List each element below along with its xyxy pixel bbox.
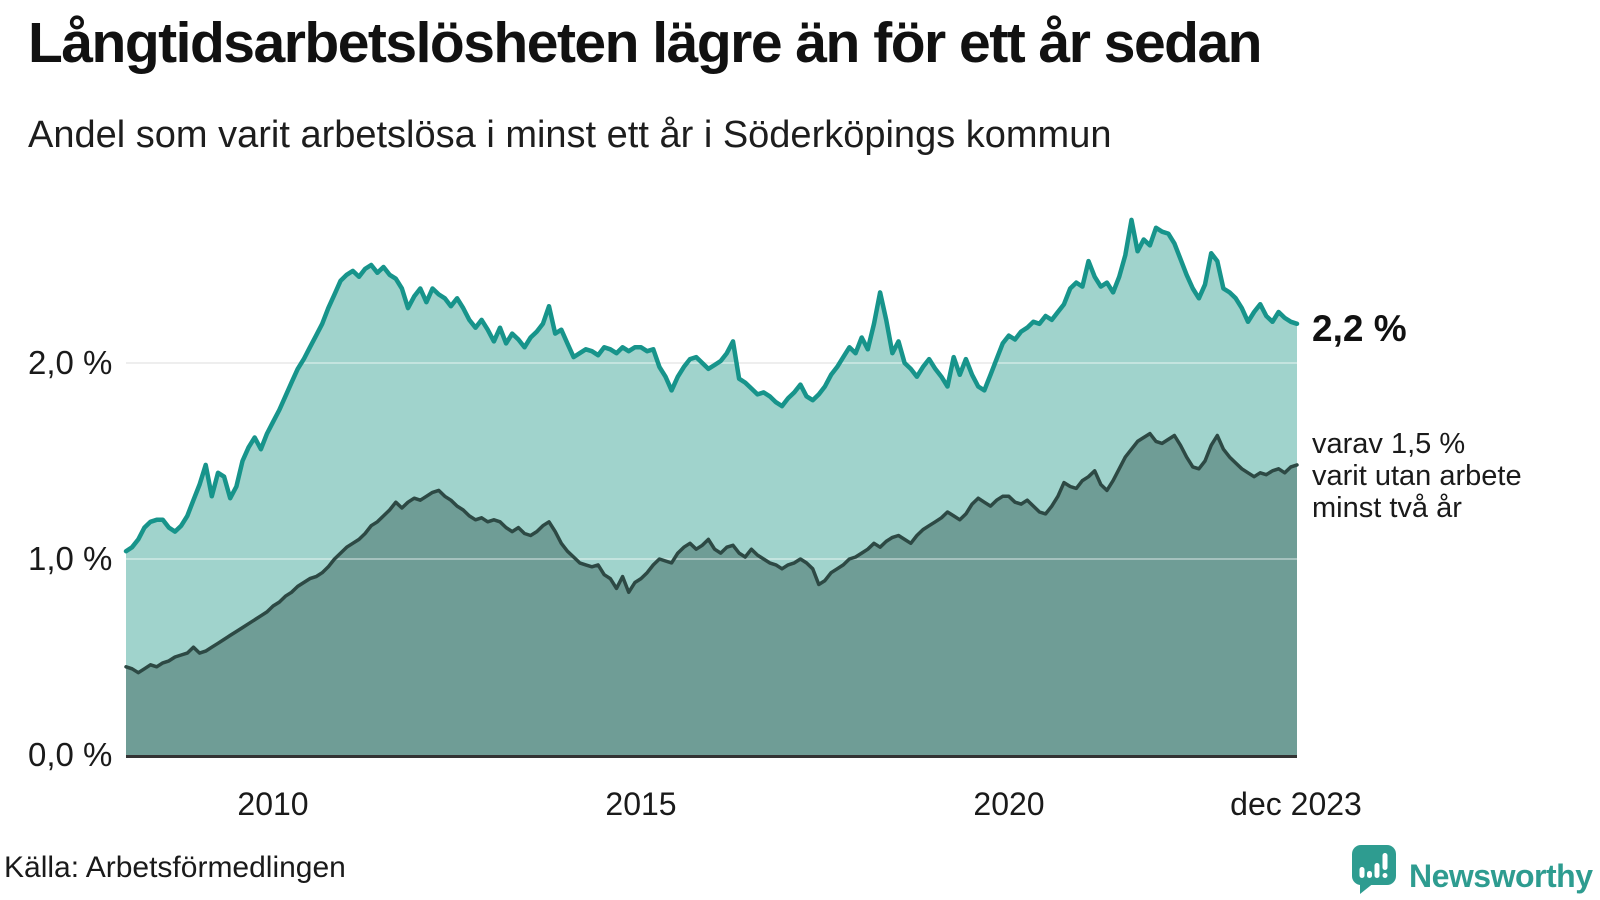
- x-axis-label-2010: 2010: [237, 786, 309, 822]
- chart-subtitle: Andel som varit arbetslösa i minst ett å…: [28, 114, 1112, 156]
- newsworthy-logo-icon: [1352, 845, 1396, 894]
- series-end-value-label: 2,2 %: [1312, 308, 1407, 349]
- x-axis-label-2020: 2020: [973, 786, 1045, 822]
- source-credit: Källa: Arbetsförmedlingen: [4, 851, 346, 884]
- y-axis-label-0pct: 0,0 %: [28, 736, 113, 773]
- y-axis-label-2pct: 2,0 %: [28, 344, 113, 381]
- annotation-line-2: varit utan arbete: [1312, 460, 1522, 492]
- newsworthy-logo: Newsworthy: [1352, 845, 1593, 895]
- newsworthy-brand-text: Newsworthy: [1409, 858, 1593, 894]
- page-title: Långtidsarbetslösheten lägre än för ett …: [28, 11, 1263, 75]
- y-axis-label-1pct: 1,0 %: [28, 540, 113, 577]
- x-axis-label-dec-2023: dec 2023: [1230, 786, 1362, 822]
- secondary-series-annotation: varav 1,5 % varit utan arbete minst två …: [1312, 428, 1522, 524]
- annotation-line-3: minst två år: [1312, 492, 1462, 524]
- x-axis-label-2015: 2015: [605, 786, 677, 822]
- annotation-line-1: varav 1,5 %: [1312, 428, 1466, 460]
